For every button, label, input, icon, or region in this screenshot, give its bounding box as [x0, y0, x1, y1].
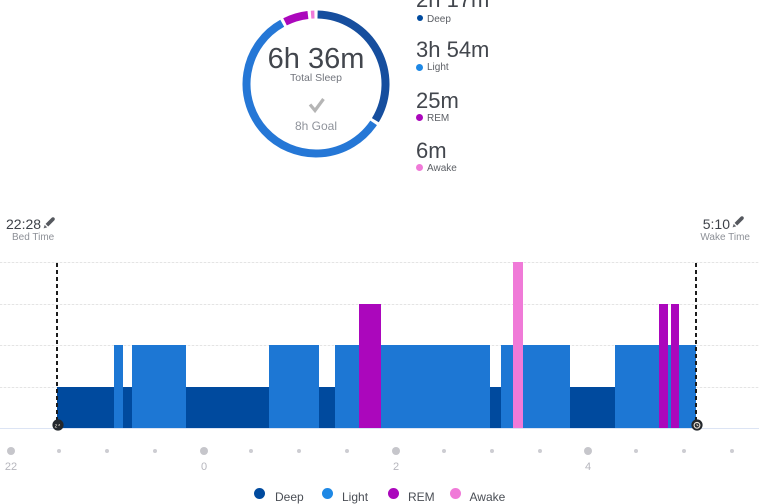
svg-text:z: z — [58, 422, 60, 427]
svg-text:z: z — [54, 424, 57, 430]
